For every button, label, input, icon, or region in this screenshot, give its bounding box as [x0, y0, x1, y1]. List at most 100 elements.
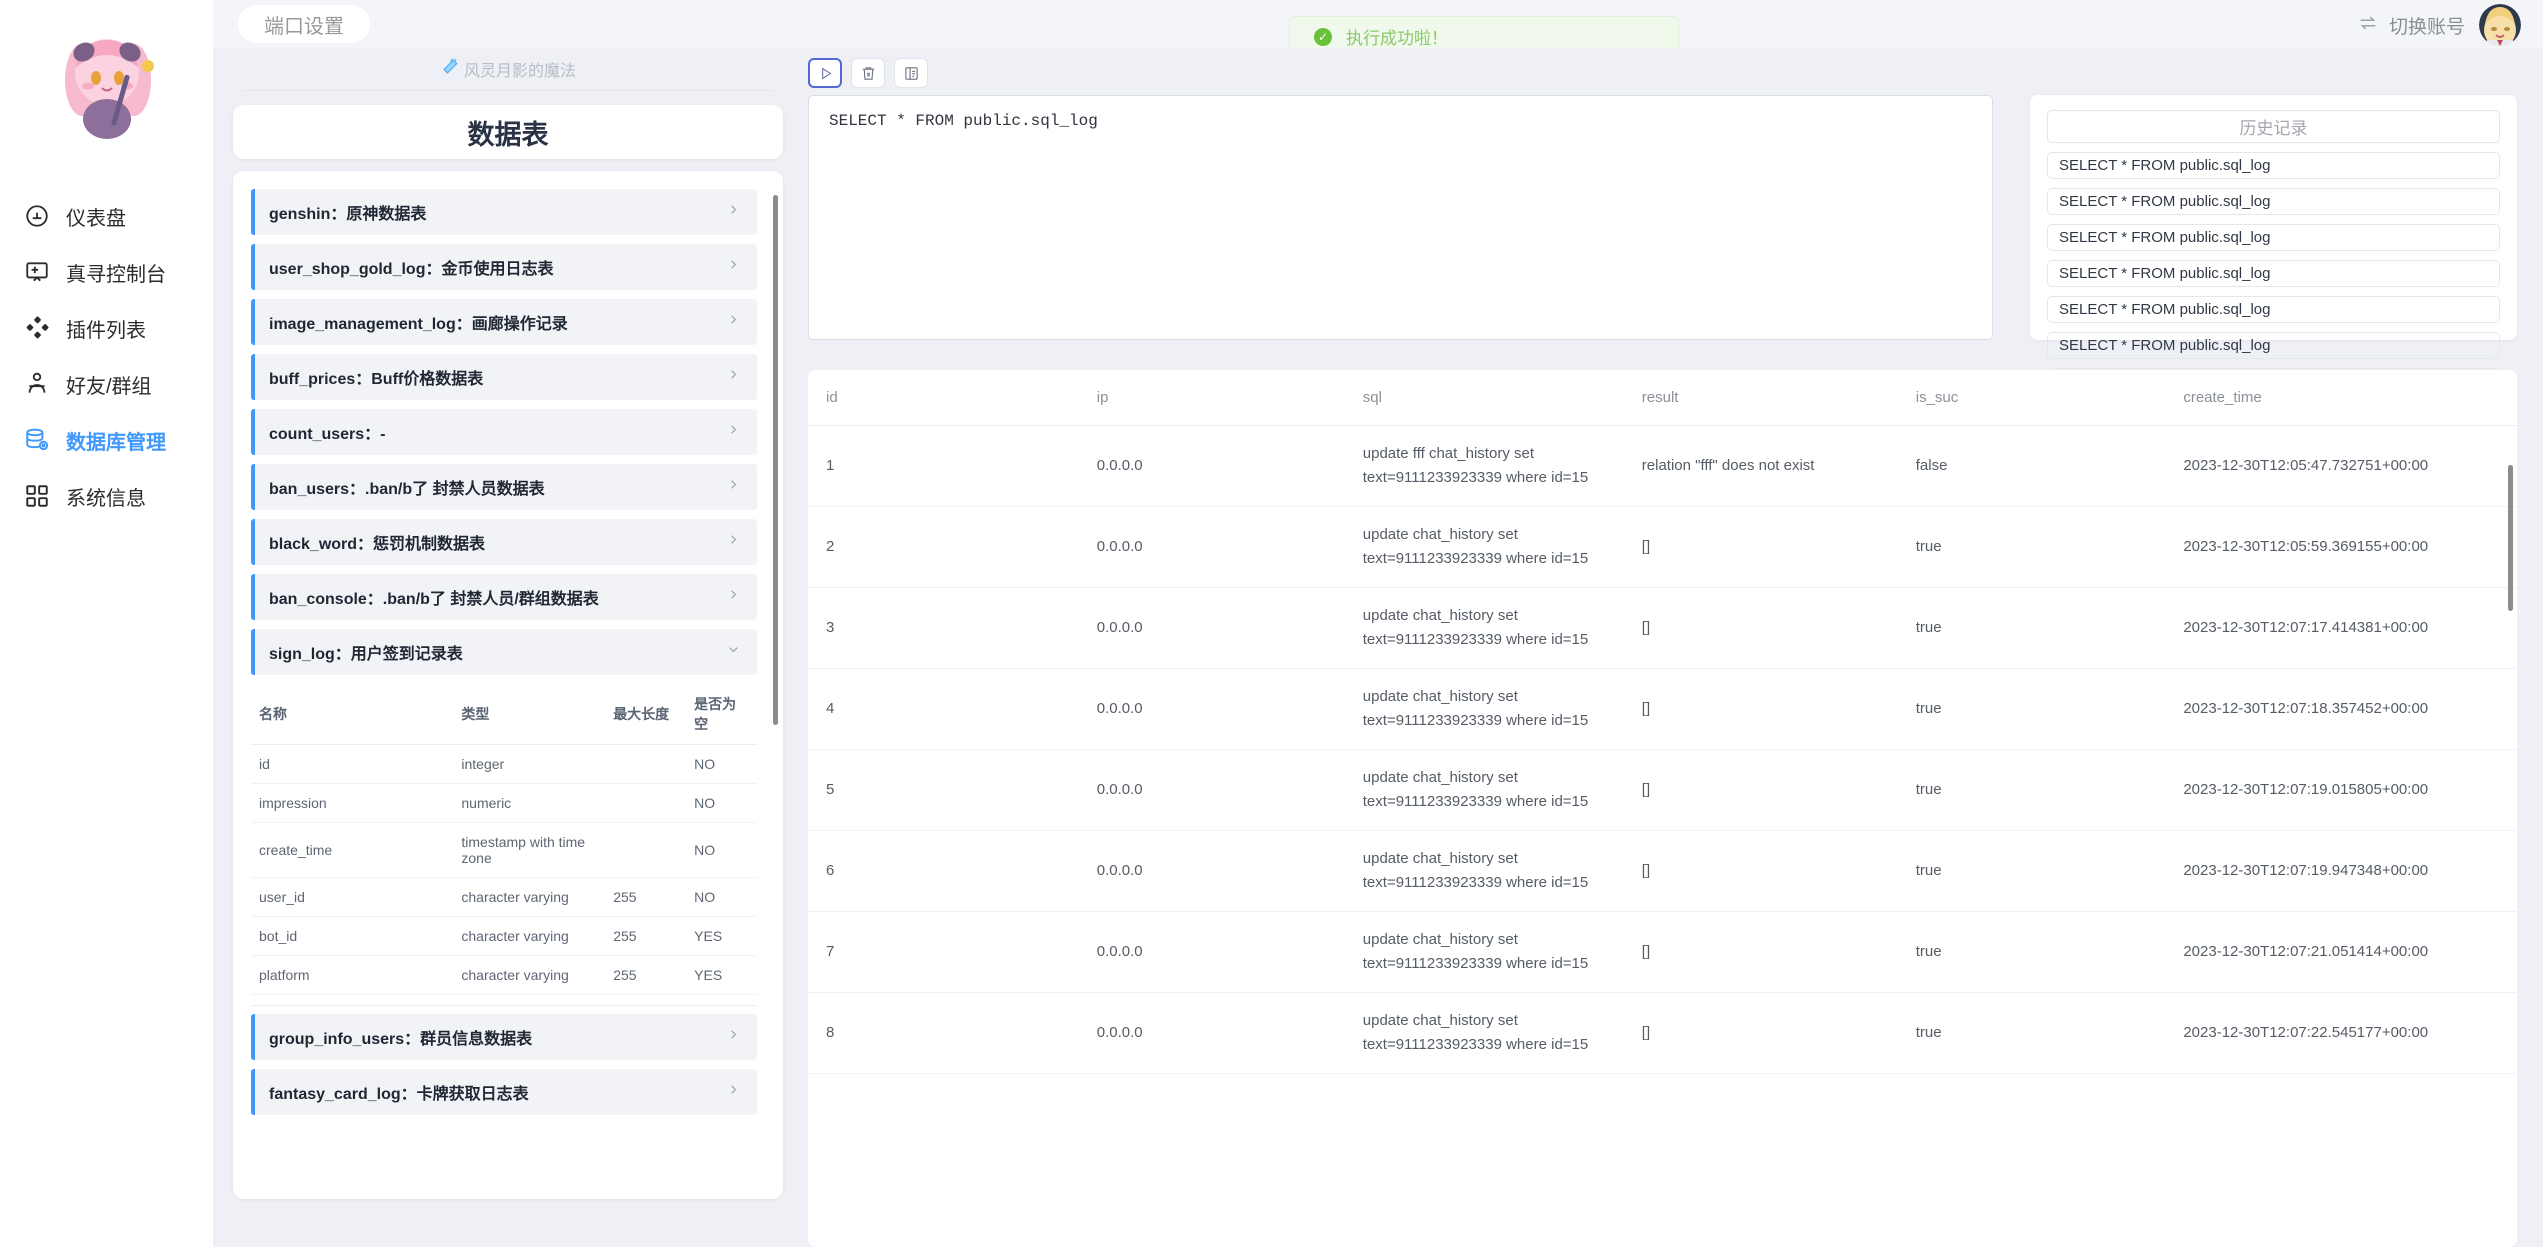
table-cell: 0.0.0.0: [1078, 830, 1345, 912]
table-list-item[interactable]: black_word：惩罚机制数据表: [251, 519, 757, 565]
history-item[interactable]: SELECT * FROM public.sql_log: [2047, 332, 2500, 359]
table-row: 4 0.0.0.0 update chat_history set text=911…: [808, 668, 2517, 750]
friends-groups-icon: [22, 369, 52, 399]
results-column-header: sql: [1344, 370, 1624, 426]
schema-row: user_id character varying 255 NO: [251, 877, 757, 917]
table-cell: true: [1897, 749, 2166, 831]
table-cell: 2023-12-30T12:07:21.051414+00:00: [2165, 911, 2517, 993]
table-row: 1 0.0.0.0 update fff chat_history set text…: [808, 425, 2517, 507]
table-cell: 0.0.0.0: [1078, 587, 1345, 669]
schema-cell: create_time: [251, 822, 454, 878]
table-list-item[interactable]: sign_log：用户签到记录表: [251, 629, 757, 675]
table-list-item-label: buff_prices：Buff价格数据表: [269, 371, 484, 388]
history-item[interactable]: SELECT * FROM public.sql_log: [2047, 152, 2500, 179]
table-cell: true: [1897, 911, 2166, 993]
sidebar-item-database[interactable]: 数据库管理: [0, 412, 213, 468]
table-cell: 2023-12-30T12:07:19.015805+00:00: [2165, 749, 2517, 831]
table-cell: 0.0.0.0: [1078, 668, 1345, 750]
success-check-icon: ✓: [1314, 27, 1332, 46]
table-cell: 8: [808, 992, 1079, 1074]
sidebar-item-label: 好友/群组: [66, 375, 152, 398]
results-column-header: id: [808, 370, 1079, 426]
history-item[interactable]: SELECT * FROM public.sql_log: [2047, 296, 2500, 323]
table-list-item[interactable]: image_management_log：画廊操作记录: [251, 299, 757, 345]
sidebar-nav: 仪表盘 真寻控制台 插件列表: [0, 188, 213, 524]
history-item[interactable]: SELECT * FROM public.sql_log: [2047, 224, 2500, 251]
format-query-button[interactable]: [894, 58, 928, 88]
system-info-icon: [22, 481, 52, 511]
schema-cell: NO: [686, 822, 757, 878]
sql-editor-input[interactable]: SELECT * FROM public.sql_log: [808, 95, 1993, 340]
table-cell: 7: [808, 911, 1079, 993]
chevron-right-icon: [726, 532, 741, 552]
table-row: 7 0.0.0.0 update chat_history set text=911…: [808, 911, 2517, 993]
table-cell: 2023-12-30T12:07:22.545177+00:00: [2165, 992, 2517, 1074]
clear-query-button[interactable]: [851, 58, 885, 88]
schema-row: impression numeric NO: [251, 783, 757, 823]
port-settings-button[interactable]: 端口设置: [238, 5, 370, 43]
tables-panel: 风灵月影的魔法 数据表 genshin：原神数据表 user_shop_gold_…: [233, 48, 783, 1247]
account-switch[interactable]: 切换账号: [2357, 4, 2521, 46]
table-list-item[interactable]: ban_console：.ban/b了 封禁人员/群组数据表: [251, 574, 757, 620]
table-list-item[interactable]: count_users：-: [251, 409, 757, 455]
query-panel: SELECT * FROM public.sql_log 历史记录 SELECT…: [808, 48, 2528, 1247]
tables-list-scrollbar[interactable]: [773, 195, 778, 725]
table-list-item[interactable]: fantasy_card_log：卡牌获取日志表: [251, 1069, 757, 1115]
editor-toolbar: [808, 58, 928, 88]
sidebar-item-system-info[interactable]: 系统信息: [0, 468, 213, 524]
schema-row: id integer NO: [251, 744, 757, 784]
table-cell: 6: [808, 830, 1079, 912]
chevron-right-icon: [726, 1082, 741, 1102]
sidebar-item-label: 仪表盘: [66, 207, 126, 230]
tables-title-card: 数据表: [233, 105, 783, 159]
schema-cell: character varying: [453, 877, 606, 917]
sidebar-item-friends-groups[interactable]: 好友/群组: [0, 356, 213, 412]
results-scrollbar[interactable]: [2508, 465, 2513, 611]
table-list-item[interactable]: ban_users：.ban/b了 封禁人员数据表: [251, 464, 757, 510]
database-icon: [22, 425, 52, 455]
schema-cell: character varying: [453, 916, 606, 956]
chevron-right-icon: [726, 202, 741, 222]
table-row: 6 0.0.0.0 update chat_history set text=911…: [808, 830, 2517, 912]
table-cell: false: [1897, 425, 2166, 507]
table-list-item[interactable]: user_shop_gold_log：金币使用日志表: [251, 244, 757, 290]
results-column-header: create_time: [2165, 370, 2517, 426]
history-item[interactable]: SELECT * FROM public.sql_log: [2047, 260, 2500, 287]
table-list-item[interactable]: group_info_users：群员信息数据表: [251, 1014, 757, 1060]
history-header[interactable]: 历史记录: [2047, 110, 2500, 143]
results-column-header: is_suc: [1897, 370, 2166, 426]
schema-column-header: 是否为空: [686, 684, 757, 745]
table-list-item-label: image_management_log：画廊操作记录: [269, 316, 568, 333]
table-cell: update chat_history set text=91112339233…: [1344, 587, 1624, 669]
schema-cell: character varying: [453, 955, 606, 995]
table-cell: update chat_history set text=91112339233…: [1344, 911, 1624, 993]
schema-column-header: 最大长度: [605, 684, 687, 745]
table-row: 3 0.0.0.0 update chat_history set text=911…: [808, 587, 2517, 669]
table-cell: []: [1623, 506, 1898, 588]
table-cell: update chat_history set text=91112339233…: [1344, 506, 1624, 588]
table-list-item[interactable]: buff_prices：Buff价格数据表: [251, 354, 757, 400]
table-list-item[interactable]: genshin：原神数据表: [251, 189, 757, 235]
sidebar-item-plugins[interactable]: 插件列表: [0, 300, 213, 356]
chevron-down-icon: [726, 642, 741, 662]
history-item[interactable]: SELECT * FROM public.sql_log: [2047, 188, 2500, 215]
table-cell: 5: [808, 749, 1079, 831]
run-query-button[interactable]: [808, 58, 842, 88]
table-cell: 2023-12-30T12:05:59.369155+00:00: [2165, 506, 2517, 588]
schema-cell: platform: [251, 955, 454, 995]
table-cell: []: [1623, 911, 1898, 993]
sidebar-item-dashboard[interactable]: 仪表盘: [0, 188, 213, 244]
history-card: 历史记录 SELECT * FROM public.sql_log SELECT …: [2030, 95, 2517, 425]
schema-cell: user_id: [251, 877, 454, 917]
results-column-header: ip: [1078, 370, 1345, 426]
table-list-item-label: ban_console：.ban/b了 封禁人员/群组数据表: [269, 591, 599, 608]
schema-cell: timestamp with time zone: [453, 822, 606, 878]
table-list-item-label: genshin：原神数据表: [269, 206, 427, 223]
table-cell: true: [1897, 587, 2166, 669]
chevron-right-icon: [726, 257, 741, 277]
avatar[interactable]: [2479, 4, 2521, 46]
sidebar-item-label: 系统信息: [66, 487, 146, 510]
sidebar-item-console[interactable]: 真寻控制台: [0, 244, 213, 300]
schema-cell: integer: [453, 744, 606, 784]
